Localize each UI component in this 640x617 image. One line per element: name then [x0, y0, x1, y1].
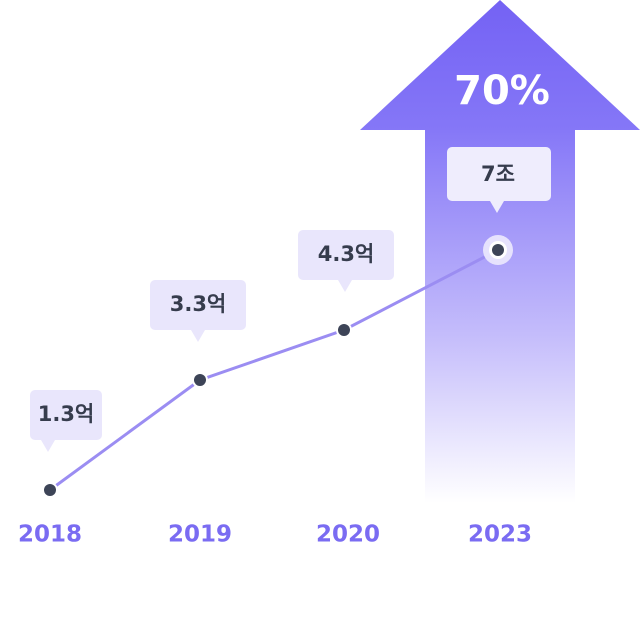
point: [483, 235, 513, 265]
value-label: 7조: [481, 162, 515, 186]
bubble: 3.3억: [150, 280, 246, 342]
bubble: 7조: [447, 147, 551, 213]
point: [42, 482, 58, 498]
year-label: 2023: [468, 522, 532, 548]
bubble: 4.3억: [298, 230, 394, 292]
point: [336, 322, 352, 338]
value-label: 1.3억: [38, 402, 95, 426]
growth-label: 70%: [454, 68, 550, 114]
value-label: 4.3억: [318, 242, 375, 266]
year-label: 2020: [316, 522, 380, 548]
value-label: 3.3억: [170, 292, 227, 316]
bubble: 1.3억: [30, 390, 102, 452]
year-label: 2018: [18, 522, 82, 548]
point: [192, 372, 208, 388]
trend-line: [49, 248, 499, 492]
arrow-head: [360, 0, 640, 130]
year-label: 2019: [168, 522, 232, 548]
